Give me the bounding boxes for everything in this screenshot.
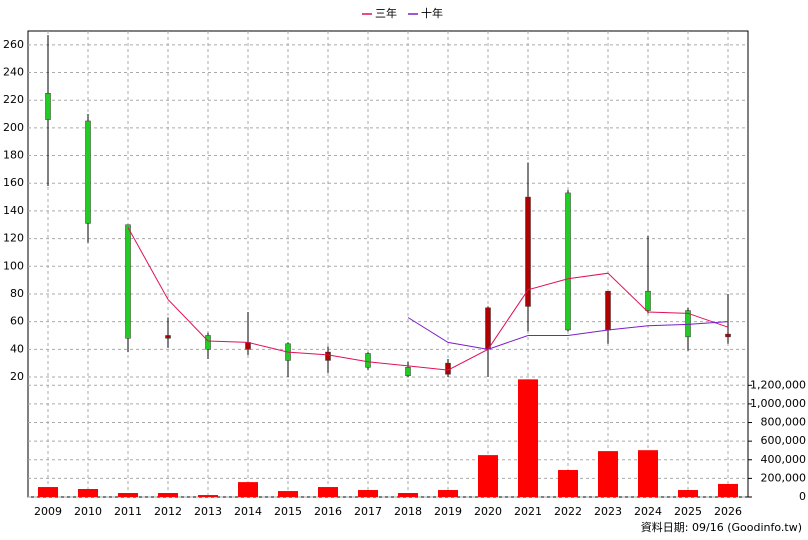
candle-body xyxy=(325,351,331,361)
y2-tick-label: 1,000,000 xyxy=(750,397,806,410)
x-tick-label: 2026 xyxy=(714,505,742,518)
candle-body xyxy=(45,93,51,120)
candle-body xyxy=(565,192,571,331)
y-tick-label: 200 xyxy=(3,121,24,134)
y2-tick-label: 1,200,000 xyxy=(750,378,806,391)
x-tick-label: 2017 xyxy=(354,505,382,518)
volume-bar xyxy=(118,492,138,497)
volume-bar xyxy=(318,487,338,497)
volume-bar xyxy=(38,487,58,497)
ma-line xyxy=(407,317,729,350)
x-tick-label: 2010 xyxy=(74,505,102,518)
candle-body xyxy=(645,290,651,311)
candle-body xyxy=(205,335,211,350)
x-tick-label: 2011 xyxy=(114,505,142,518)
candle-body xyxy=(485,307,491,350)
x-tick-label: 2022 xyxy=(554,505,582,518)
x-tick-label: 2016 xyxy=(314,505,342,518)
y-tick-label: 140 xyxy=(3,204,24,217)
volume-bar xyxy=(718,483,738,497)
y-tick-label: 260 xyxy=(3,38,24,51)
y-tick-label: 60 xyxy=(10,315,24,328)
x-tick-label: 2019 xyxy=(434,505,462,518)
source-note: 資料日期: 09/16 (Goodinfo.tw) xyxy=(641,520,802,534)
volume-bar xyxy=(678,490,698,497)
x-tick-label: 2025 xyxy=(674,505,702,518)
volume-bar xyxy=(478,455,498,497)
candle-body xyxy=(405,367,411,376)
volume-bar xyxy=(358,490,378,497)
volume-bar xyxy=(78,488,98,497)
ma-line xyxy=(127,227,729,371)
y2-tick-label: 600,000 xyxy=(761,434,807,447)
y-tick-label: 100 xyxy=(3,259,24,272)
x-tick-label: 2020 xyxy=(474,505,502,518)
candle-body xyxy=(125,224,131,339)
y-tick-label: 120 xyxy=(3,232,24,245)
x-tick-label: 2018 xyxy=(394,505,422,518)
legend-label: 三年 xyxy=(375,6,397,20)
x-tick-label: 2012 xyxy=(154,505,182,518)
x-tick-label: 2024 xyxy=(634,505,662,518)
legend-label: 十年 xyxy=(421,6,443,20)
candle-body xyxy=(245,342,251,350)
volume-bar xyxy=(518,379,538,497)
volume-bar xyxy=(638,450,658,497)
y2-tick-label: 200,000 xyxy=(761,471,807,484)
x-tick-label: 2013 xyxy=(194,505,222,518)
y-tick-label: 180 xyxy=(3,149,24,162)
candle-body xyxy=(685,310,691,338)
x-tick-label: 2021 xyxy=(514,505,542,518)
x-tick-label: 2023 xyxy=(594,505,622,518)
y2-tick-label: 800,000 xyxy=(761,416,807,429)
volume-bar xyxy=(558,470,578,497)
candle-body xyxy=(365,353,371,368)
y-tick-label: 80 xyxy=(10,287,24,300)
volume-bar xyxy=(278,491,298,497)
candle-body xyxy=(605,290,611,331)
y-tick-label: 220 xyxy=(3,93,24,106)
x-tick-label: 2014 xyxy=(234,505,262,518)
y2-tick-label: 400,000 xyxy=(761,453,807,466)
y-tick-label: 160 xyxy=(3,176,24,189)
volume-bar xyxy=(438,490,458,497)
y-tick-label: 20 xyxy=(10,370,24,383)
volume-bar xyxy=(598,451,618,497)
volume-bar xyxy=(238,482,258,497)
volume-bar xyxy=(198,495,218,497)
volume-bar xyxy=(158,492,178,497)
candle-body xyxy=(725,333,731,338)
volume-bar xyxy=(398,492,418,497)
y2-tick-label: 0 xyxy=(799,490,806,503)
plot-frame xyxy=(27,30,749,498)
candle-body xyxy=(85,120,91,224)
x-tick-label: 2015 xyxy=(274,505,302,518)
candle-body xyxy=(165,335,171,339)
candle-body xyxy=(525,196,531,307)
x-tick-label: 2009 xyxy=(34,505,62,518)
y-tick-label: 240 xyxy=(3,66,24,79)
y-tick-label: 40 xyxy=(10,342,24,355)
